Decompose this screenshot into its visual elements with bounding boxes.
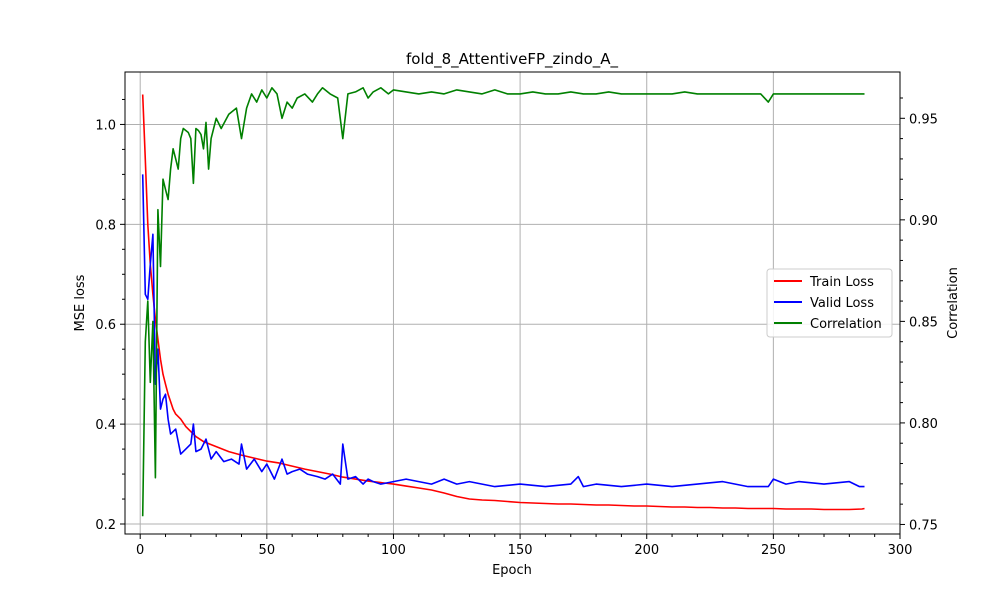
y2-tick-label: 0.90 xyxy=(909,214,938,229)
series-layer xyxy=(141,87,865,517)
y-tick-label: 0.8 xyxy=(95,218,116,233)
y2-axis-label: Correlation xyxy=(946,267,961,339)
correlation-line xyxy=(141,87,865,517)
valid-loss-line xyxy=(141,174,865,488)
legend-box xyxy=(766,268,893,338)
legend-label-train-loss: Train Loss xyxy=(809,275,874,290)
legend-label-valid-loss: Valid Loss xyxy=(810,296,874,311)
x-tick-label: 300 xyxy=(888,543,913,558)
y2-tick-label: 0.85 xyxy=(909,315,938,330)
y2-tick-label: 0.75 xyxy=(909,518,938,533)
x-tick-label: 0 xyxy=(136,543,144,558)
x-tick-label: 200 xyxy=(634,543,659,558)
ticks: 0 50 100 150 200 250 300 0.2 0.4 0.6 0.8 1.0 0.75 0.8… xyxy=(95,97,938,558)
x-tick-label: 150 xyxy=(508,543,533,558)
y-tick-label: 1.0 xyxy=(95,118,116,133)
y2-tick-label: 0.95 xyxy=(909,112,938,127)
plot-frame xyxy=(124,71,901,535)
train-loss-line xyxy=(141,94,865,511)
x-tick-label: 250 xyxy=(761,543,786,558)
chart-title: fold_8_AttentiveFP_zindo_A_ xyxy=(406,50,619,69)
y2-tick-label: 0.80 xyxy=(909,417,938,432)
legend: Train Loss Valid Loss Correlation xyxy=(766,268,893,338)
x-tick-label: 100 xyxy=(381,543,406,558)
y-tick-label: 0.2 xyxy=(95,518,116,533)
y-tick-label: 0.4 xyxy=(95,418,116,433)
y-tick-label: 0.6 xyxy=(95,318,116,333)
legend-label-correlation: Correlation xyxy=(810,317,882,332)
y-axis-label: MSE loss xyxy=(73,274,88,331)
x-axis-label: Epoch xyxy=(492,563,532,578)
x-tick-label: 50 xyxy=(259,543,276,558)
